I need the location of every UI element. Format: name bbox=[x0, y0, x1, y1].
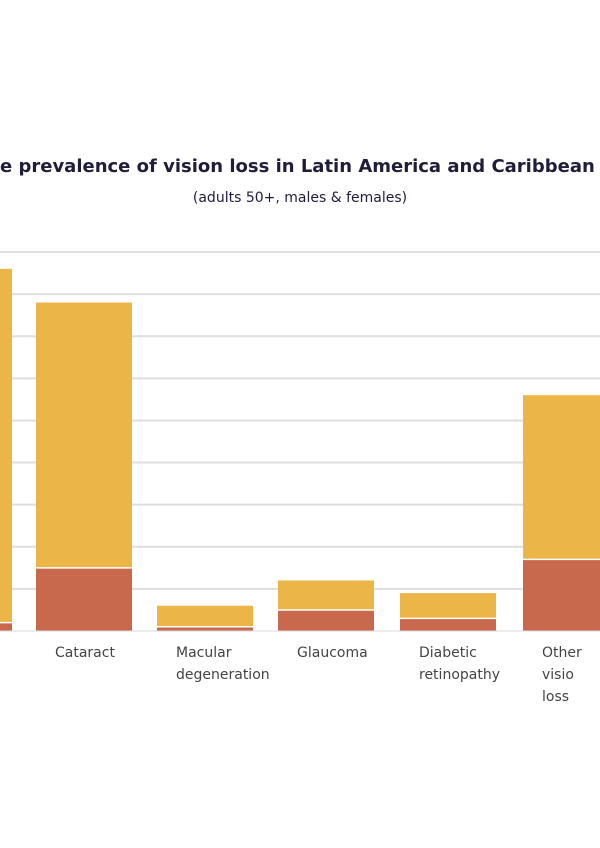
x-tick-label: Other visio loss bbox=[542, 645, 582, 705]
x-tick-label: Glaucoma bbox=[297, 645, 368, 661]
chart-title: e prevalence of vision loss in Latin Ame… bbox=[0, 156, 595, 177]
bar-segment bbox=[278, 580, 374, 610]
bar-segment bbox=[400, 593, 496, 619]
x-tick-label: Macular degeneration bbox=[176, 645, 270, 683]
bar-segment bbox=[523, 395, 600, 560]
bar-segment bbox=[157, 605, 253, 627]
bar-segment bbox=[36, 302, 132, 568]
chart-subtitle: (adults 50+, males & females) bbox=[192, 190, 408, 206]
bar-segment bbox=[523, 559, 600, 631]
bar-segment bbox=[400, 618, 496, 631]
bar-segment bbox=[0, 622, 12, 631]
bar-segment bbox=[278, 609, 374, 631]
x-tick-label: Cataract bbox=[55, 645, 115, 661]
bar-segment bbox=[36, 567, 132, 631]
x-tick-label: Diabetic retinopathy bbox=[419, 645, 500, 683]
bar-segment bbox=[157, 626, 253, 631]
bar-segment bbox=[0, 268, 12, 623]
